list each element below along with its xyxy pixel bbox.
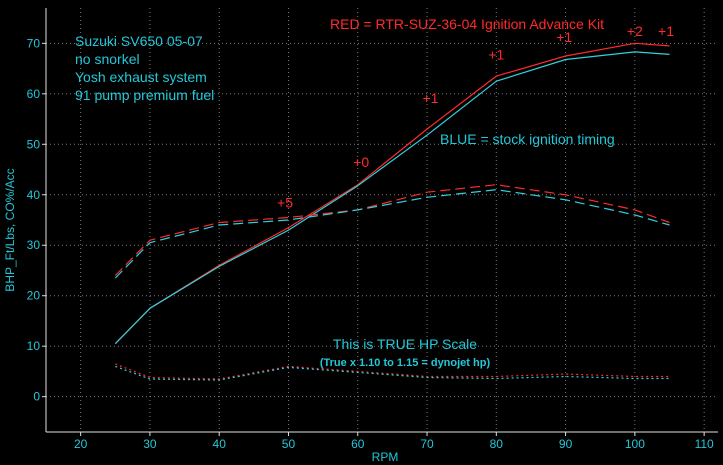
advance-point-label: +5: [277, 194, 293, 210]
x-axis-label: RPM: [372, 450, 399, 464]
y-tick-label: 10: [27, 339, 41, 353]
series-line-solid: [114, 51, 670, 345]
y-tick-label: 20: [27, 289, 41, 303]
bike-info-block: Suzuki SV650 05-07 no snorkel Yosh exhau…: [75, 33, 214, 103]
y-axis-label: BHP_Ft/Lbs, CO%/Acc: [3, 168, 17, 291]
red-legend: RED = RTR-SUZ-36-04 Ignition Advance Kit: [330, 16, 604, 32]
y-tick-label: 50: [27, 137, 41, 151]
x-tick-label: 110: [695, 437, 714, 451]
scale-subnote: (True x 1.10 to 1.15 = dynojet hp): [320, 357, 491, 369]
bike-info-line: no snorkel: [75, 51, 140, 67]
blue-legend: BLUE = stock ignition timing: [440, 131, 615, 147]
bike-info-line: Yosh exhaust system: [75, 69, 207, 85]
series-line-dotted: [115, 363, 670, 380]
x-tick-label: 60: [351, 437, 365, 451]
tick-labels: 20 30 40 50 60 70 80 90 100 110 0 10 20 30 40 50 60 70: [27, 36, 714, 451]
bike-info-line: 91 pump premium fuel: [75, 87, 214, 103]
x-tick-label: 90: [559, 437, 573, 451]
y-tick-label: 0: [33, 390, 40, 404]
advance-point-label: +1: [658, 23, 674, 39]
advance-point-label: +1: [488, 46, 504, 62]
y-tick-label: 40: [27, 188, 41, 202]
scale-note: This is TRUE HP Scale: [333, 336, 477, 352]
x-tick-label: 50: [282, 437, 296, 451]
x-tick-label: 40: [213, 437, 227, 451]
x-tick-label: 20: [74, 437, 88, 451]
series-line-dotted: [115, 365, 670, 381]
series-group: [114, 42, 670, 381]
advance-labels: +5 +0 +1 +1 +1 +2 +1: [277, 23, 674, 211]
advance-point-label: +1: [423, 90, 439, 106]
y-tick-label: 70: [27, 36, 41, 50]
x-tick-label: 80: [490, 437, 504, 451]
advance-point-label: +2: [627, 23, 643, 39]
x-tick-label: 30: [143, 437, 157, 451]
x-tick-label: 70: [420, 437, 434, 451]
y-tick-label: 60: [27, 87, 41, 101]
y-tick-label: 30: [27, 238, 41, 252]
axes: [42, 8, 718, 436]
advance-point-label: +1: [556, 29, 572, 45]
x-tick-label: 100: [625, 437, 645, 451]
bike-info-line: Suzuki SV650 05-07: [75, 33, 203, 49]
advance-point-label: +0: [353, 154, 369, 170]
grid: [46, 8, 718, 432]
